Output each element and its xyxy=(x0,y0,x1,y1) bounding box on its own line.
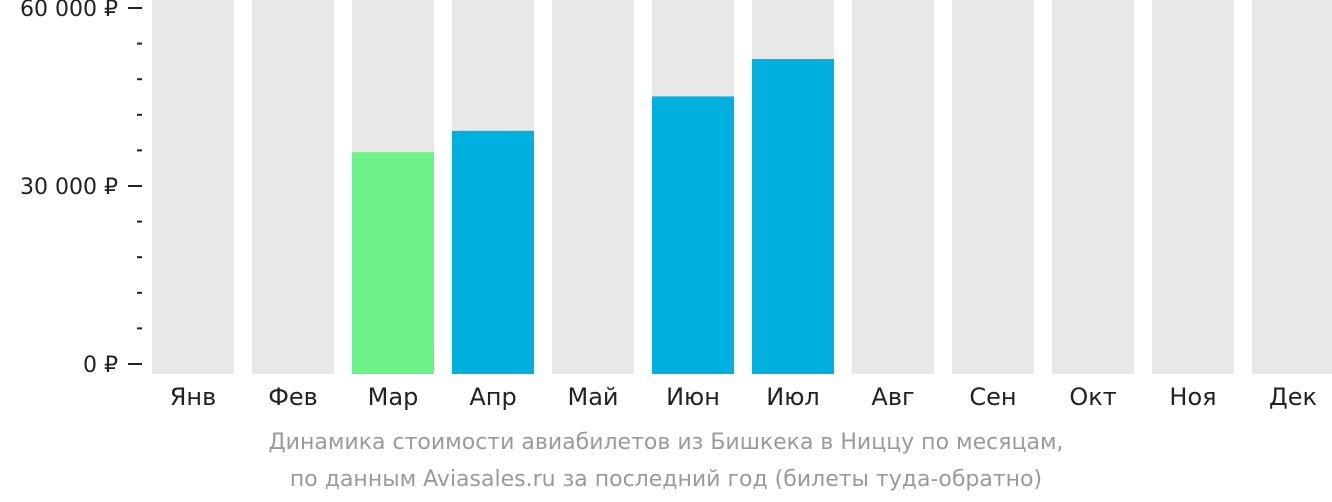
y-tick-label: 30 000 ₽ xyxy=(20,175,118,200)
bar-background-10 xyxy=(1052,0,1134,374)
x-tick-label: Фев xyxy=(268,383,318,411)
bar-background-11 xyxy=(1152,0,1234,374)
bar-6 xyxy=(652,96,734,374)
y-tick-label: 60 000 ₽ xyxy=(20,0,118,22)
x-tick-label: Апр xyxy=(469,383,516,411)
bar-background-12 xyxy=(1252,0,1332,374)
x-tick-label: Окт xyxy=(1069,383,1116,411)
bar-background-8 xyxy=(852,0,934,374)
chart-caption-line2: по данным Aviasales.ru за последний год … xyxy=(289,467,1043,492)
x-tick-label: Сен xyxy=(969,383,1016,411)
bar-background-5 xyxy=(552,0,634,374)
x-tick-label: Июн xyxy=(666,383,720,411)
bar-background-2 xyxy=(252,0,334,374)
x-tick-label: Янв xyxy=(170,383,217,411)
bar-3 xyxy=(352,152,434,374)
x-tick-label: Ноя xyxy=(1169,383,1216,411)
x-tick-label: Дек xyxy=(1269,383,1317,411)
bar-4 xyxy=(452,130,534,374)
y-tick-label: 0 ₽ xyxy=(83,353,118,378)
x-tick-label: Май xyxy=(567,383,618,411)
x-tick-label: Мар xyxy=(368,383,419,411)
x-tick-label: Июл xyxy=(766,383,820,411)
price-chart: Янв Фев Мар Апр Май Июн Июл Авг Сен Окт Ноя Дек 0 ₽ 3… xyxy=(20,0,1332,411)
bar-7 xyxy=(752,59,834,374)
x-tick-label: Авг xyxy=(871,383,914,411)
bar-background-9 xyxy=(952,0,1034,374)
bar-background-1 xyxy=(152,0,234,374)
chart-caption-line1: Динамика стоимости авиабилетов из Бишкек… xyxy=(268,430,1064,455)
